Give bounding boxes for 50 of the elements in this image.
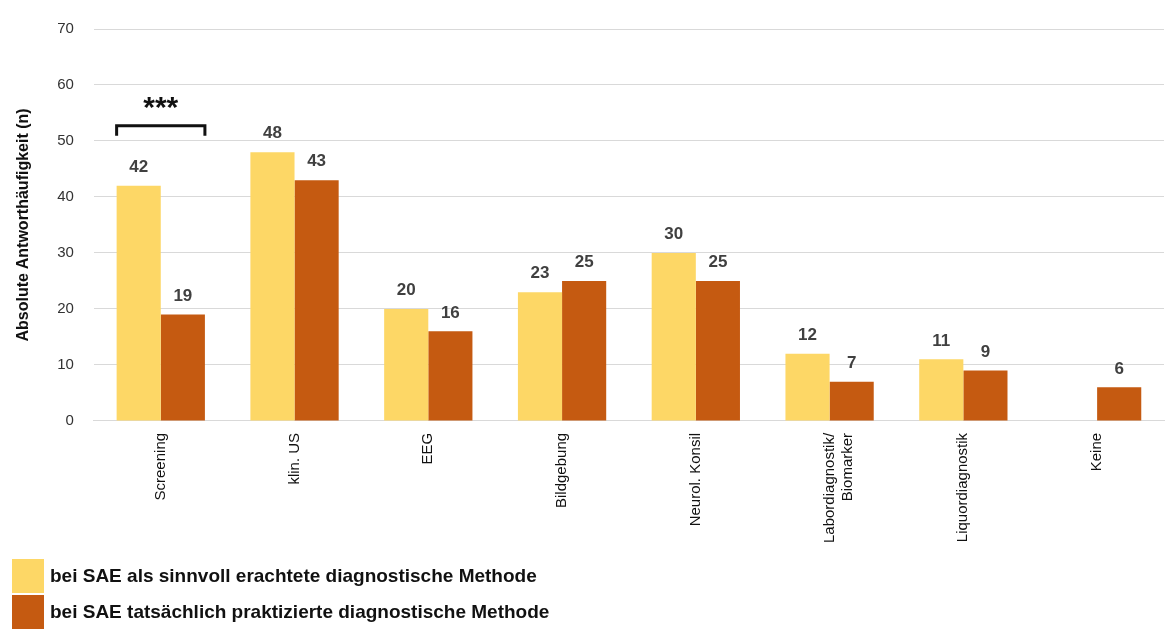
x-tick-label: EEG <box>418 432 436 465</box>
y-tick-label: 70 <box>57 19 74 37</box>
data-label: 20 <box>396 280 416 300</box>
data-label: 25 <box>708 252 728 272</box>
legend-label: bei SAE tatsächlich praktizierte diagnostische Methode <box>50 601 550 623</box>
bar <box>562 280 607 421</box>
bar <box>294 180 339 421</box>
data-label: 11 <box>932 330 951 350</box>
data-label: 19 <box>173 285 193 305</box>
bar <box>160 314 205 421</box>
bar <box>919 359 964 421</box>
y-tick-label: 50 <box>57 131 74 149</box>
bar <box>384 308 429 421</box>
x-tick-label: Bildgebung <box>552 432 570 508</box>
data-label: 7 <box>846 352 857 372</box>
data-label: 30 <box>664 224 684 244</box>
bar <box>250 152 295 421</box>
data-label: 6 <box>1114 358 1124 378</box>
x-tick-label: Neurol. Konsil <box>685 432 703 527</box>
x-tick-label: Screening <box>150 432 168 501</box>
data-label: 12 <box>798 324 817 344</box>
x-tick-label: Liquordiagnostik <box>953 432 971 543</box>
bar <box>116 185 161 421</box>
data-label: 48 <box>263 123 282 143</box>
x-tick-label: Labordiagnostik/ Biomarker <box>819 432 855 543</box>
legend-label: bei SAE als sinnvoll erachtete diagnostische Methode <box>50 565 537 587</box>
bar <box>963 370 1008 421</box>
bar <box>428 331 473 421</box>
bar <box>695 280 740 421</box>
annotation: *** <box>143 90 179 124</box>
bar <box>651 252 696 421</box>
data-label: 25 <box>574 252 594 272</box>
x-tick-label: klin. US <box>284 432 302 485</box>
y-axis-title: Absolute Antworthäufigkeit (n) <box>14 108 32 342</box>
data-label: 43 <box>307 151 327 171</box>
y-tick-label: 20 <box>57 299 74 317</box>
bar <box>785 353 830 421</box>
y-tick-label: 60 <box>57 75 74 93</box>
bar <box>517 292 563 421</box>
y-tick-label: 10 <box>57 355 74 373</box>
bar <box>829 381 874 421</box>
x-tick-label: Keine <box>1087 432 1105 472</box>
data-label: 42 <box>129 156 149 176</box>
data-label: 16 <box>440 302 460 322</box>
data-label: 23 <box>530 263 550 283</box>
y-tick-label: 0 <box>65 411 74 429</box>
data-label: 9 <box>980 341 991 361</box>
y-tick-label: 40 <box>57 187 74 205</box>
bar <box>1097 387 1142 421</box>
y-tick-label: 30 <box>57 243 74 261</box>
